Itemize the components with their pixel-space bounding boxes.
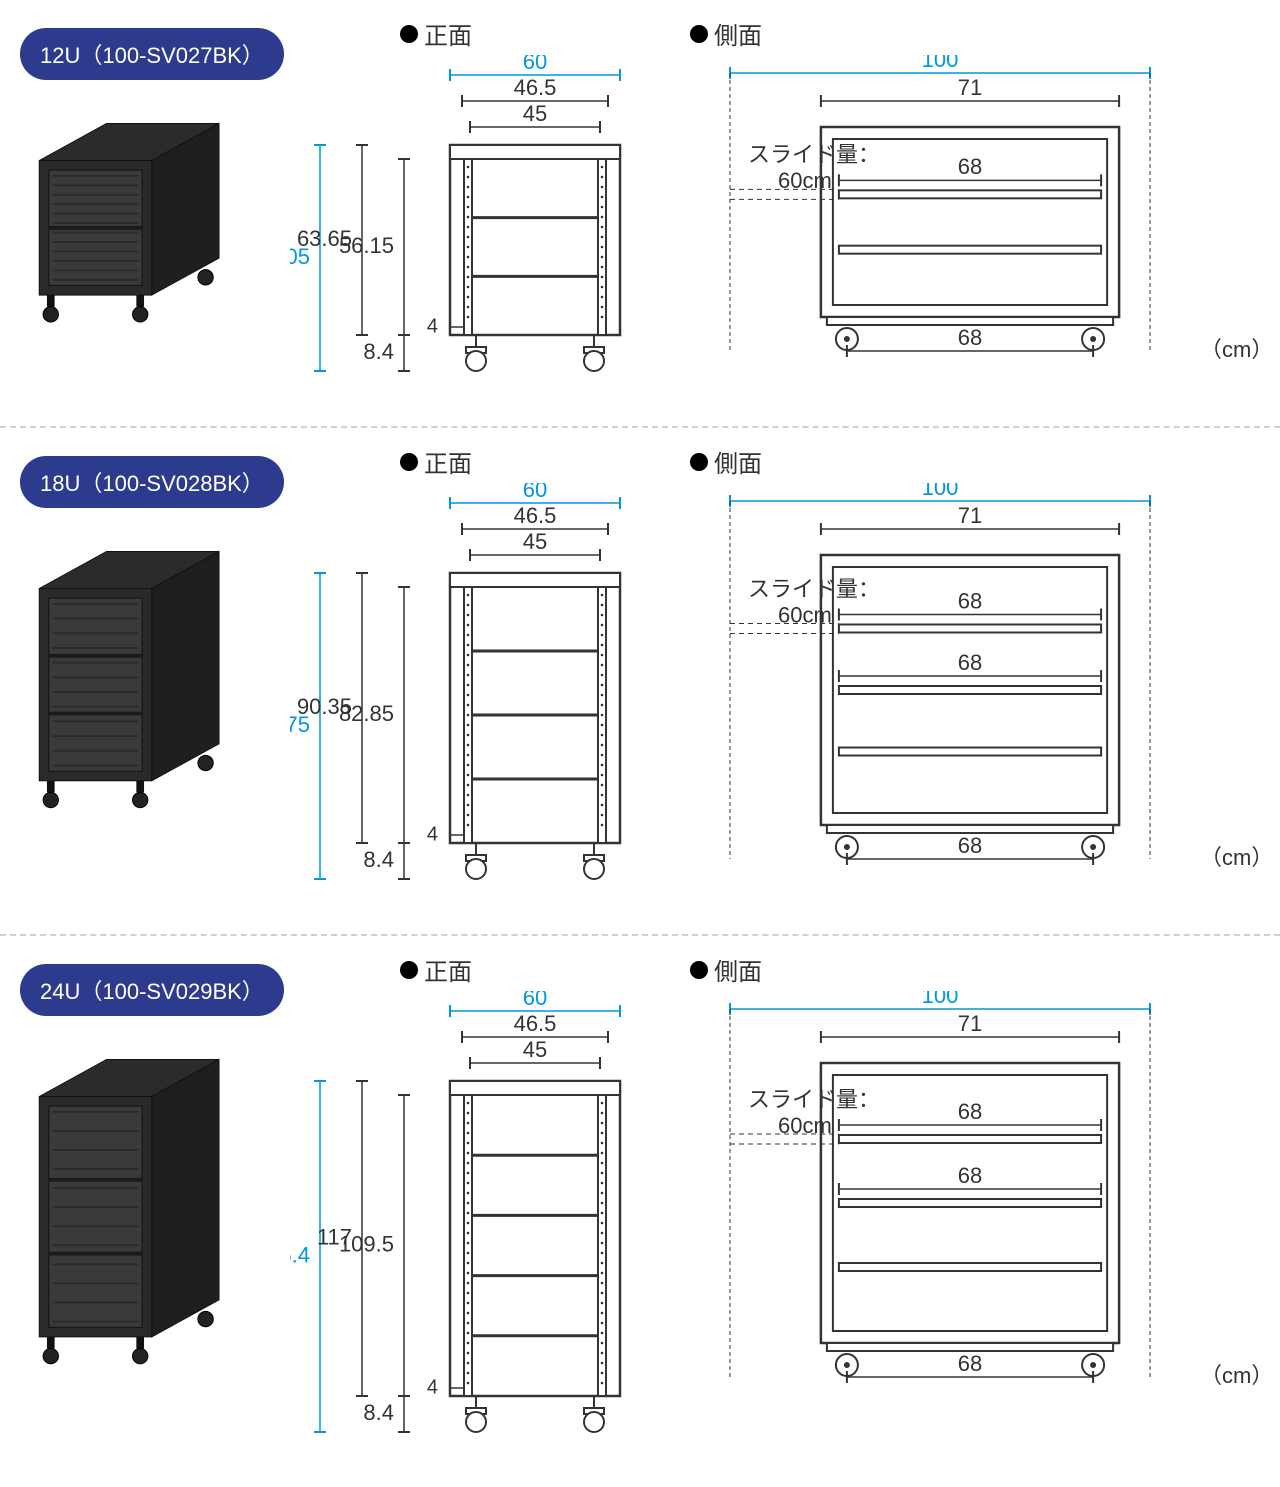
product-panel: 18U（100-SV028BK） 正面 6046.54598.7590.3582…	[0, 428, 1280, 936]
side-drawing: 100 71 スライド量：60cm 68 68 （cm）	[690, 55, 1280, 371]
side-view-header: 側面	[690, 16, 1280, 51]
product-panel: 24U（100-SV029BK） 正面 6046.545125.4117109.…	[0, 936, 1280, 1487]
rack-thumb-wrap	[20, 98, 270, 334]
front-drawing: 6046.545125.4117109.58.44	[290, 991, 690, 1452]
svg-text:60cm: 60cm	[778, 1113, 832, 1138]
bullet-icon	[690, 25, 708, 43]
front-view-column: 正面 6046.54598.7590.3582.858.44	[290, 438, 690, 904]
front-drawing: 6046.54572.0563.6556.158.44	[290, 55, 690, 391]
product-panel: 12U（100-SV027BK） 正面 6046.54572.0563.6556…	[0, 0, 1280, 428]
left-column: 12U（100-SV027BK）	[0, 10, 290, 396]
svg-text:45: 45	[523, 1037, 547, 1062]
svg-text:60: 60	[523, 991, 547, 1010]
front-view-label: 正面	[424, 16, 472, 51]
svg-text:60cm: 60cm	[778, 168, 832, 193]
svg-text:8.4: 8.4	[363, 339, 394, 364]
front-view-header: 正面	[400, 16, 690, 51]
svg-text:4: 4	[427, 823, 438, 845]
side-view-column: 側面 100 71 スライド量：60cm 68 68 68 （cm）	[690, 946, 1280, 1457]
side-view-header: 側面	[690, 444, 1280, 479]
bullet-icon	[400, 453, 418, 471]
rack-thumbnail	[20, 1034, 270, 1371]
svg-text:56.15: 56.15	[339, 233, 394, 258]
svg-text:60cm: 60cm	[778, 602, 832, 627]
side-drawing: 100 71 スライド量：60cm 68 68 68 （cm）	[690, 991, 1280, 1397]
svg-text:8.4: 8.4	[363, 847, 394, 872]
svg-text:68: 68	[958, 588, 982, 613]
svg-text:（cm）: （cm）	[1200, 1363, 1273, 1388]
svg-text:46.5: 46.5	[514, 503, 557, 528]
svg-text:71: 71	[958, 1011, 982, 1036]
svg-text:68: 68	[958, 833, 982, 858]
front-view-label: 正面	[424, 444, 472, 479]
rack-thumbnail	[20, 526, 270, 814]
svg-text:60: 60	[523, 55, 547, 74]
front-view-label: 正面	[424, 952, 472, 987]
bullet-icon	[400, 25, 418, 43]
svg-text:125.4: 125.4	[290, 1242, 310, 1267]
product-badge: 12U（100-SV027BK）	[20, 28, 284, 80]
svg-text:（cm）: （cm）	[1200, 845, 1273, 870]
svg-text:スライド量：: スライド量：	[748, 576, 880, 601]
svg-text:68: 68	[958, 1351, 982, 1376]
svg-text:68: 68	[958, 1099, 982, 1124]
svg-text:46.5: 46.5	[514, 75, 557, 100]
side-view-label: 側面	[714, 444, 762, 479]
left-column: 18U（100-SV028BK）	[0, 438, 290, 904]
svg-text:100: 100	[922, 55, 959, 72]
svg-text:68: 68	[958, 650, 982, 675]
svg-text:82.85: 82.85	[339, 701, 394, 726]
side-view-header: 側面	[690, 952, 1280, 987]
svg-text:71: 71	[958, 503, 982, 528]
svg-text:68: 68	[958, 154, 982, 179]
side-view-column: 側面 100 71 スライド量：60cm 68 68 （cm）	[690, 10, 1280, 396]
rack-thumbnail	[20, 98, 270, 329]
svg-text:8.4: 8.4	[363, 1400, 394, 1425]
svg-text:スライド量：: スライド量：	[748, 142, 880, 167]
svg-text:100: 100	[922, 991, 959, 1008]
svg-text:109.5: 109.5	[339, 1231, 394, 1256]
svg-text:68: 68	[958, 325, 982, 350]
side-view-label: 側面	[714, 952, 762, 987]
bullet-icon	[690, 453, 708, 471]
left-column: 24U（100-SV029BK）	[0, 946, 290, 1457]
product-badge: 24U（100-SV029BK）	[20, 964, 284, 1016]
front-drawing: 6046.54598.7590.3582.858.44	[290, 483, 690, 899]
svg-text:（cm）: （cm）	[1200, 337, 1273, 362]
side-view-label: 側面	[714, 16, 762, 51]
front-view-header: 正面	[400, 952, 690, 987]
product-badge: 18U（100-SV028BK）	[20, 456, 284, 508]
svg-text:45: 45	[523, 529, 547, 554]
front-view-column: 正面 6046.545125.4117109.58.44	[290, 946, 690, 1457]
front-view-header: 正面	[400, 444, 690, 479]
svg-text:100: 100	[922, 483, 959, 500]
svg-text:60: 60	[523, 483, 547, 502]
front-view-column: 正面 6046.54572.0563.6556.158.44	[290, 10, 690, 396]
rack-thumb-wrap	[20, 526, 270, 819]
svg-text:4: 4	[427, 315, 438, 337]
side-view-column: 側面 100 71 スライド量：60cm 68 68 68 （cm）	[690, 438, 1280, 904]
svg-text:46.5: 46.5	[514, 1011, 557, 1036]
bullet-icon	[690, 961, 708, 979]
side-drawing: 100 71 スライド量：60cm 68 68 68 （cm）	[690, 483, 1280, 879]
svg-text:スライド量：: スライド量：	[748, 1087, 880, 1112]
svg-text:4: 4	[427, 1376, 438, 1398]
svg-text:71: 71	[958, 75, 982, 100]
svg-text:45: 45	[523, 101, 547, 126]
rack-thumb-wrap	[20, 1034, 270, 1376]
svg-text:68: 68	[958, 1163, 982, 1188]
bullet-icon	[400, 961, 418, 979]
